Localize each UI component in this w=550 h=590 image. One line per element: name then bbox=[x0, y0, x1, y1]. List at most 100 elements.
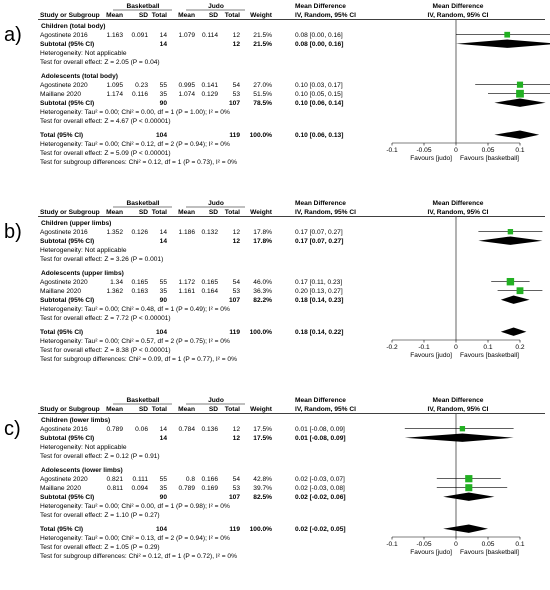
subtotal-diamond bbox=[500, 295, 530, 304]
study-total1: 55 bbox=[160, 279, 168, 286]
favours-left-label: Favours [judo] bbox=[410, 549, 452, 556]
subtotal-total2: 107 bbox=[229, 494, 240, 501]
panel-letter: b) bbox=[4, 221, 22, 243]
footer-line-3: Test for subgroup differences: Chi² = 0.… bbox=[40, 159, 237, 166]
study-weight: 17.8% bbox=[253, 229, 272, 236]
total2-header: Total bbox=[225, 209, 240, 216]
study-total2: 54 bbox=[233, 82, 241, 89]
study-total2: 53 bbox=[233, 91, 241, 98]
md-method-header: IV, Random, 95% CI bbox=[295, 406, 356, 413]
study-ci: 0.10 [0.05, 0.15] bbox=[295, 91, 343, 98]
study-weight: 21.5% bbox=[253, 32, 272, 39]
x-axis-tick-label: 0.05 bbox=[482, 541, 495, 548]
md-method-header: IV, Random, 95% CI bbox=[295, 209, 356, 216]
md-method-header-plot: IV, Random, 95% CI bbox=[428, 12, 489, 19]
md-title-header-plot: Mean Difference bbox=[433, 3, 484, 10]
subtotal-diamond bbox=[494, 98, 546, 107]
mean2-header: Mean bbox=[178, 406, 195, 413]
weight-header: Weight bbox=[250, 12, 273, 19]
subtotal-weight: 82.5% bbox=[253, 494, 272, 501]
study-ci: 0.02 [-0.03, 0.08] bbox=[295, 485, 345, 492]
study-mean1: 1.352 bbox=[106, 229, 123, 236]
md-title-header: Mean Difference bbox=[295, 397, 346, 404]
total-label: Total (95% CI) bbox=[40, 526, 83, 533]
total-ci: 0.02 [-0.02, 0.05] bbox=[295, 526, 346, 533]
md-title-header-plot: Mean Difference bbox=[433, 200, 484, 207]
study-total2: 12 bbox=[233, 32, 241, 39]
study-total1: 35 bbox=[160, 288, 168, 295]
forest-plot-b: Basketball Judo Mean Difference Mean Differ… bbox=[38, 200, 545, 363]
subtotal-label: Subtotal (95% CI) bbox=[40, 41, 94, 48]
subgroup-title: Children (total body) bbox=[41, 23, 105, 30]
total-total2: 119 bbox=[229, 329, 240, 336]
favours-right-label: Favours [basketball] bbox=[460, 155, 519, 162]
footer-line-3: Test for subgroup differences: Chi² = 0.… bbox=[40, 356, 237, 363]
subtotal-total1: 14 bbox=[160, 435, 168, 442]
footer-line-2: Test for overall effect: Z = 5.09 (P < 0… bbox=[40, 150, 171, 157]
study-ci: 0.08 [0.00, 0.16] bbox=[295, 32, 343, 39]
sd2-header: SD bbox=[209, 406, 218, 413]
subtotal-weight: 82.2% bbox=[253, 297, 272, 304]
study-name: Agostinete 2020 bbox=[40, 279, 88, 286]
subtotal-total2: 107 bbox=[229, 297, 240, 304]
subtotal-weight: 21.5% bbox=[253, 41, 272, 48]
subgroup-overall-test: Test for overall effect: Z = 3.26 (P = 0… bbox=[40, 256, 163, 263]
md-method-header-plot: IV, Random, 95% CI bbox=[428, 406, 489, 413]
subgroup-overall-test: Test for overall effect: Z = 4.67 (P < 0… bbox=[40, 118, 171, 125]
subtotal-total1: 90 bbox=[160, 297, 168, 304]
study-mean1: 0.789 bbox=[106, 426, 123, 433]
md-title-header-plot: Mean Difference bbox=[433, 397, 484, 404]
study-total1: 55 bbox=[160, 82, 168, 89]
subtotal-total2: 12 bbox=[233, 435, 241, 442]
subgroup-heterogeneity: Heterogeneity: Tau² = 0.00; Chi² = 0.00,… bbox=[40, 109, 230, 116]
x-axis-tick-label: -0.05 bbox=[416, 147, 431, 154]
study-mean2: 1.074 bbox=[178, 91, 195, 98]
forest-panel-a: a) Basketball Judo Mean Difference Mean Dif… bbox=[0, 0, 550, 190]
subgroup-title: Children (lower limbs) bbox=[41, 417, 110, 424]
study-total2: 12 bbox=[233, 229, 241, 236]
subtotal-ci: 0.17 [0.07, 0.27] bbox=[295, 238, 343, 245]
subgroup-overall-test: Test for overall effect: Z = 2.05 (P = 0… bbox=[40, 59, 160, 66]
total-ci: 0.10 [0.06, 0.13] bbox=[295, 132, 343, 139]
subgroup-heterogeneity: Heterogeneity: Tau² = 0.00; Chi² = 0.00,… bbox=[40, 503, 230, 510]
total-diamond bbox=[500, 327, 527, 336]
study-sd1: 0.165 bbox=[131, 279, 148, 286]
md-title-header: Mean Difference bbox=[295, 3, 346, 10]
mean1-header: Mean bbox=[106, 406, 123, 413]
group1-header: Basketball bbox=[127, 200, 160, 207]
study-weight-square bbox=[459, 426, 466, 432]
study-ci: 0.10 [0.03, 0.17] bbox=[295, 82, 343, 89]
study-name: Agostinete 2020 bbox=[40, 476, 88, 483]
total-diamond bbox=[443, 524, 488, 533]
total-weight: 100.0% bbox=[250, 132, 273, 139]
subtotal-total1: 90 bbox=[160, 494, 168, 501]
x-axis-tick-label: -0.2 bbox=[386, 344, 398, 351]
x-axis-tick-label: 0 bbox=[454, 344, 458, 351]
study-mean1: 1.34 bbox=[110, 279, 123, 286]
x-axis-tick-label: 0.2 bbox=[515, 344, 524, 351]
footer-line-3: Test for subgroup differences: Chi² = 0.… bbox=[40, 553, 237, 560]
panel-letter: c) bbox=[4, 418, 21, 440]
subtotal-weight: 78.5% bbox=[253, 100, 272, 107]
subtotal-label: Subtotal (95% CI) bbox=[40, 297, 94, 304]
study-mean1: 1.362 bbox=[106, 288, 123, 295]
study-sd1: 0.06 bbox=[135, 426, 148, 433]
total-label: Total (95% CI) bbox=[40, 329, 83, 336]
x-axis-tick-label: -0.05 bbox=[416, 541, 431, 548]
study-ci: 0.02 [-0.03, 0.07] bbox=[295, 476, 345, 483]
subtotal-weight: 17.5% bbox=[253, 435, 272, 442]
mean2-header: Mean bbox=[178, 12, 195, 19]
study-weight-square bbox=[516, 89, 524, 98]
study-sd2: 0.132 bbox=[201, 229, 218, 236]
subtotal-diamond bbox=[404, 433, 514, 442]
sd1-header: SD bbox=[139, 209, 148, 216]
study-sd1: 0.163 bbox=[131, 288, 148, 295]
subgroup-heterogeneity: Heterogeneity: Not applicable bbox=[40, 444, 127, 451]
favours-left-label: Favours [judo] bbox=[410, 155, 452, 162]
study-ci: 0.17 [0.11, 0.23] bbox=[295, 279, 342, 286]
subgroup-title: Adolescents (upper limbs) bbox=[41, 270, 124, 277]
subtotal-label: Subtotal (95% CI) bbox=[40, 435, 94, 442]
study-weight: 17.5% bbox=[253, 426, 272, 433]
subtotal-diamond bbox=[443, 492, 495, 501]
group2-header: Judo bbox=[208, 397, 224, 404]
